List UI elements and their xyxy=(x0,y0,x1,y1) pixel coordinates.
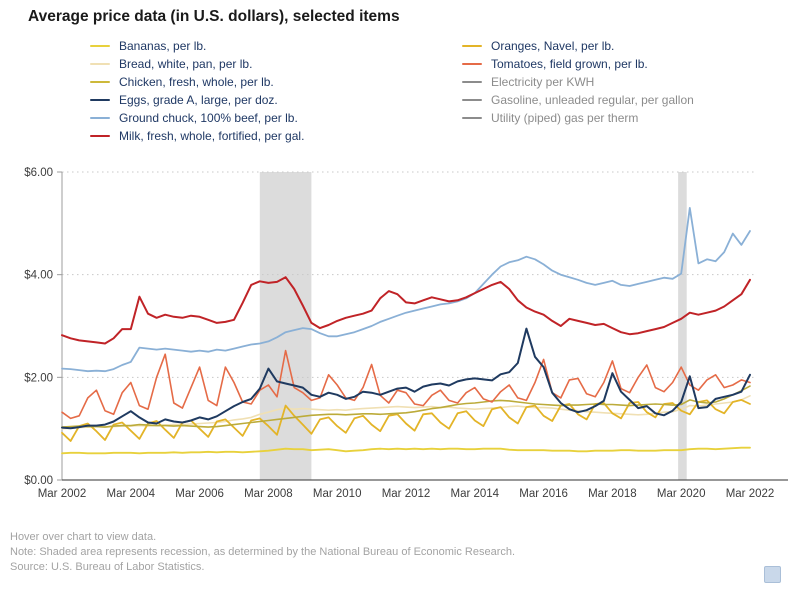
legend-swatch-utility_gas xyxy=(462,116,482,120)
x-axis-label: Mar 2014 xyxy=(451,488,500,500)
x-axis-label: Mar 2002 xyxy=(38,488,87,500)
y-axis-label: $6.00 xyxy=(24,167,53,179)
x-axis-label: Mar 2008 xyxy=(244,488,293,500)
series-milk xyxy=(61,276,751,345)
legend-swatch-electricity xyxy=(462,80,482,84)
legend-label: Ground chuck, 100% beef, per lb. xyxy=(119,111,298,125)
legend-swatch-oranges xyxy=(462,44,482,48)
x-axis-label: Mar 2010 xyxy=(313,488,362,500)
series-eggs xyxy=(61,327,751,430)
legend-swatch-chicken xyxy=(90,80,110,84)
series-tomatoes xyxy=(61,349,751,420)
legend-label: Milk, fresh, whole, fortified, per gal. xyxy=(119,129,305,143)
legend-label: Eggs, grade A, large, per doz. xyxy=(119,93,278,107)
hover-hint: Hover over chart to view data. xyxy=(10,531,157,543)
y-axis-label: $0.00 xyxy=(24,475,53,487)
legend-swatch-bread xyxy=(90,62,110,66)
legend-label: Utility (piped) gas per therm xyxy=(491,111,639,125)
legend-item-bread[interactable]: Bread, white, pan, per lb. xyxy=(90,55,304,73)
legend-item-ground_chuck[interactable]: Ground chuck, 100% beef, per lb. xyxy=(90,109,304,127)
legend-column-1: Bananas, per lb. Bread, white, pan, per l… xyxy=(90,37,304,145)
legend-swatch-bananas xyxy=(90,44,110,48)
legend-item-gasoline[interactable]: Gasoline, unleaded regular, per gallon xyxy=(462,91,694,109)
x-axis-label: Mar 2016 xyxy=(519,488,568,500)
legend-item-chicken[interactable]: Chicken, fresh, whole, per lb. xyxy=(90,73,304,91)
legend-label: Bananas, per lb. xyxy=(119,39,207,53)
legend-swatch-milk xyxy=(90,134,110,138)
legend-swatch-gasoline xyxy=(462,98,482,102)
series-bananas xyxy=(61,446,751,455)
x-axis-label: Mar 2018 xyxy=(588,488,637,500)
legend-label: Gasoline, unleaded regular, per gallon xyxy=(491,93,694,107)
page-title: Average price data (in U.S. dollars), se… xyxy=(28,8,400,25)
recession-note: Note: Shaded area represents recession, … xyxy=(10,546,516,558)
legend-item-tomatoes[interactable]: Tomatoes, field grown, per lb. xyxy=(462,55,694,73)
series-bread xyxy=(61,394,751,430)
legend-label: Bread, white, pan, per lb. xyxy=(119,57,253,71)
series-ground_chuck xyxy=(61,206,751,373)
y-axis-label: $4.00 xyxy=(24,270,53,282)
source-note: Source: U.S. Bureau of Labor Statistics. xyxy=(10,561,205,573)
legend-item-electricity[interactable]: Electricity per KWH xyxy=(462,73,694,91)
series-oranges xyxy=(61,398,751,442)
legend-swatch-ground_chuck xyxy=(90,116,110,120)
x-axis-label: Mar 2020 xyxy=(657,488,706,500)
recession-band xyxy=(259,172,312,480)
legend-item-eggs[interactable]: Eggs, grade A, large, per doz. xyxy=(90,91,304,109)
chart-widget-icon[interactable] xyxy=(764,566,781,583)
legend-label: Electricity per KWH xyxy=(491,75,595,89)
legend-item-oranges[interactable]: Oranges, Navel, per lb. xyxy=(462,37,694,55)
legend-label: Oranges, Navel, per lb. xyxy=(491,39,615,53)
legend-column-2: Oranges, Navel, per lb. Tomatoes, field g… xyxy=(462,37,694,127)
x-axis-label: Mar 2004 xyxy=(107,488,156,500)
legend-swatch-tomatoes xyxy=(462,62,482,66)
y-axis-label: $2.00 xyxy=(24,372,53,384)
chart-footer: Hover over chart to view data. Note: Sha… xyxy=(10,530,515,575)
x-axis-label: Mar 2022 xyxy=(726,488,775,500)
legend-item-utility_gas[interactable]: Utility (piped) gas per therm xyxy=(462,109,694,127)
legend-label: Tomatoes, field grown, per lb. xyxy=(491,57,648,71)
x-axis-label: Mar 2006 xyxy=(175,488,224,500)
recession-band xyxy=(678,172,687,480)
x-axis-label: Mar 2012 xyxy=(382,488,431,500)
legend-item-milk[interactable]: Milk, fresh, whole, fortified, per gal. xyxy=(90,127,304,145)
legend-item-bananas[interactable]: Bananas, per lb. xyxy=(90,37,304,55)
legend-label: Chicken, fresh, whole, per lb. xyxy=(119,75,274,89)
legend-swatch-eggs xyxy=(90,98,110,102)
